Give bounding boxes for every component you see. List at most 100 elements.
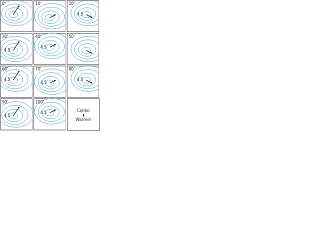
contour-line	[41, 76, 60, 90]
panel-label: 50'	[69, 34, 75, 39]
contour-line	[1, 69, 29, 89]
panel-label: 20'	[69, 1, 75, 6]
panel: 80'4.5	[66, 65, 100, 98]
panel-frame	[33, 0, 66, 32]
panel-frame	[33, 98, 66, 131]
panel: 90' 4.5	[0, 98, 35, 131]
legend-text: Colder	[77, 108, 90, 113]
panel-label: 60'	[2, 67, 8, 72]
contour-line	[37, 6, 65, 27]
panel-clip-cover	[32, 98, 35, 130]
contour-line	[37, 36, 65, 57]
panel-arrow	[86, 79, 93, 84]
panel-arrow	[12, 106, 20, 117]
legend: Colder Warmer	[67, 98, 100, 131]
panel-clip-cover	[65, 98, 68, 130]
panel-annotation: 4.5	[40, 110, 47, 115]
panel: 30' 4.5	[0, 33, 35, 65]
contour-line	[41, 40, 60, 54]
contour-line	[4, 108, 24, 123]
contour-line	[37, 72, 65, 93]
panel-arrow	[86, 50, 93, 54]
panel-arrow	[49, 14, 56, 18]
panel-clip-cover	[32, 66, 35, 98]
panel: 70' 4.5	[33, 65, 70, 98]
panel-clip-cover	[65, 0, 68, 32]
contour-line	[70, 65, 100, 92]
contour-line	[8, 11, 18, 19]
panel-label: 40'	[35, 34, 41, 39]
panel-arrow	[12, 5, 20, 15]
panel-annotation: 4.5	[4, 47, 11, 52]
panel-arrow	[49, 44, 56, 48]
panel: 100' 4.5	[33, 98, 70, 131]
panel-annotation: 4.5	[77, 77, 84, 82]
contour-line	[8, 46, 18, 54]
contour-line	[41, 10, 60, 24]
panel: 20' 4.5	[66, 0, 100, 32]
contour-line	[77, 43, 97, 57]
panel-clip-cover	[65, 33, 68, 65]
panel-clip-cover	[98, 66, 100, 98]
contour-line	[1, 105, 29, 125]
contour-line	[77, 72, 97, 87]
panel-annotation: 4.5	[77, 12, 84, 17]
contour-line	[45, 79, 55, 87]
panel: 60' 4.5	[0, 65, 35, 98]
panel: 50'	[66, 33, 100, 65]
panel-clip-cover	[65, 66, 68, 98]
panel-clip-cover	[98, 33, 100, 65]
contour-line	[8, 76, 18, 84]
contour-line	[70, 35, 100, 62]
panel-grid: 0' 10' 20'4.530'4.540'4.550'60'4.570'4.580…	[0, 0, 100, 131]
contour-line	[1, 39, 29, 60]
panel-frame	[66, 65, 100, 98]
panel: 0'	[0, 0, 35, 32]
panel-label: 90'	[2, 99, 8, 104]
panel-annotation: 4.5	[40, 80, 47, 85]
panel-frame	[66, 0, 100, 32]
figure: 0' 10' 20'4.530'4.540'4.550'60'4.570'4.580…	[0, 0, 100, 131]
contour-line	[37, 101, 65, 122]
contour-line	[81, 76, 91, 84]
panel-label: 30'	[2, 34, 8, 39]
panel-label: 10'	[35, 1, 41, 6]
contour-line	[74, 69, 100, 89]
contour-line	[77, 7, 97, 21]
panel-frame	[66, 33, 100, 65]
contour-line	[45, 43, 55, 51]
panel-arrow	[86, 14, 93, 18]
panel-label: 0'	[2, 1, 6, 6]
contour-line	[8, 112, 18, 120]
contour-line	[81, 46, 91, 54]
contour-line	[4, 43, 24, 57]
panel-label: 80'	[69, 67, 75, 72]
contour-line	[41, 105, 60, 119]
panel-annotation: 4.5	[40, 44, 47, 49]
panel-clip-cover	[32, 0, 35, 32]
panel-clip-cover	[32, 33, 35, 65]
contour-line	[74, 3, 100, 24]
contour-line	[81, 11, 91, 19]
contour-line	[70, 0, 100, 27]
panel-frame	[33, 33, 66, 65]
panel: 40' 4.5	[33, 32, 70, 65]
contour-line	[74, 39, 100, 60]
panel-frame	[33, 65, 66, 98]
panel-clip-cover	[98, 0, 100, 32]
panel-arrow	[12, 70, 20, 81]
legend-text: Warmer	[76, 117, 92, 122]
contour-line	[1, 3, 29, 24]
contour-line	[45, 109, 55, 117]
panel-annotation: 4.5	[4, 113, 11, 118]
contour-line	[45, 14, 55, 22]
panel-arrow	[49, 109, 56, 114]
panel-arrow	[12, 41, 20, 51]
panel-annotation: 4.5	[4, 77, 11, 82]
panel-arrow	[49, 79, 56, 84]
panel-frame	[0, 65, 33, 98]
contour-line	[4, 72, 24, 87]
panel-label: 100'	[35, 99, 44, 104]
contour-line	[4, 7, 24, 21]
panel-label: 70'	[35, 67, 41, 72]
